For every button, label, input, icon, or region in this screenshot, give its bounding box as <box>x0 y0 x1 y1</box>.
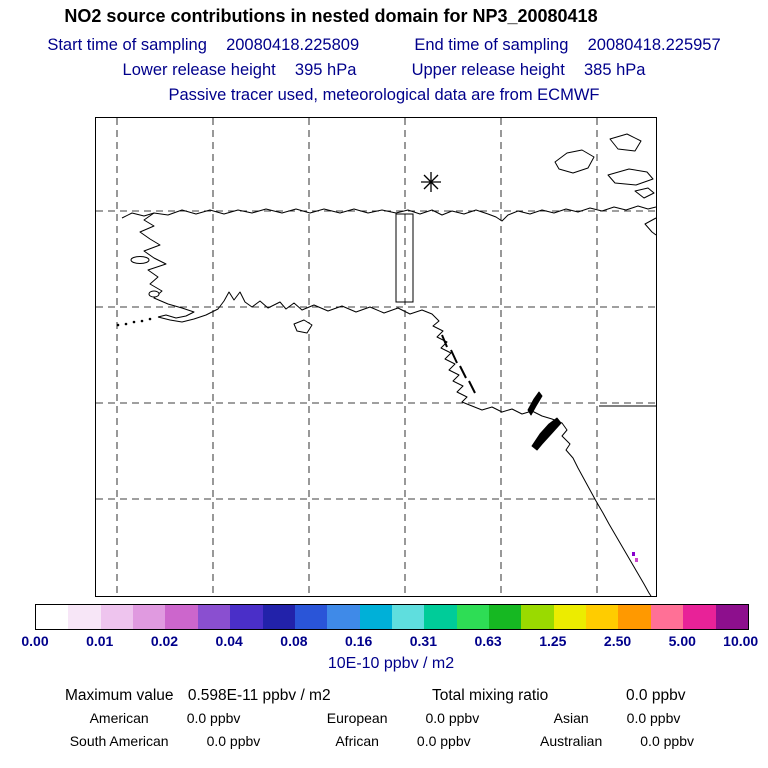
region-label: Asian <box>553 710 589 726</box>
region-label: American <box>89 710 149 726</box>
release-point-marker <box>421 172 441 192</box>
upper-release-label: Upper release height <box>411 61 565 79</box>
southeast-alaska-islands <box>441 334 476 394</box>
colorbar-tick: 0.16 <box>345 633 373 649</box>
region-stat: American 0.0 ppbv <box>40 710 290 726</box>
maximum-value: 0.598E-11 ppbv / m2 <box>187 687 331 704</box>
lower-release-label: Lower release height <box>122 61 276 79</box>
region-value: 0.0 ppbv <box>186 710 241 726</box>
islands <box>116 133 655 451</box>
end-time-label: End time of sampling <box>414 36 569 54</box>
colorbar-segment <box>683 605 716 629</box>
colorbar-tick: 0.02 <box>150 633 179 649</box>
colorbar-segment <box>456 605 490 629</box>
colorbar-segment <box>424 605 457 629</box>
upper-release-value: 385 hPa <box>583 61 646 79</box>
colorbar-tick: 0.04 <box>215 633 243 649</box>
colorbar-segment <box>100 605 134 629</box>
start-time-label: Start time of sampling <box>47 36 207 54</box>
region-stat: Australian 0.0 ppbv <box>492 733 742 749</box>
colorbar-tick: 5.00 <box>668 633 696 649</box>
colorbar-tick: 0.08 <box>280 633 308 649</box>
colorbar-segment <box>36 605 69 629</box>
colorbar-unit: 10E-10 ppbv / m2 <box>327 655 455 672</box>
lower-release-value: 395 hPa <box>294 61 357 79</box>
nunivak-island <box>148 290 160 298</box>
arctic-coast <box>121 205 656 222</box>
region-stat: South American 0.0 ppbv <box>40 733 290 749</box>
region-value: 0.0 ppbv <box>206 733 261 749</box>
west-alaska-coast <box>139 212 195 319</box>
colorbar-tick: 0.31 <box>409 633 437 649</box>
colorbar-tick: 2.50 <box>603 633 632 649</box>
colorbar-segment <box>230 605 263 629</box>
arctic-island <box>634 187 655 199</box>
colorbar-ticks: 0.00 0.01 0.02 0.04 0.08 0.16 0.31 0.63 1.25 2.50… <box>21 633 758 651</box>
colorbar-tick: 0.01 <box>86 633 114 649</box>
start-time-value: 20080418.225809 <box>226 36 360 54</box>
total-mixing-ratio-value: 0.0 ppbv <box>626 687 686 704</box>
region-stats-row: American 0.0 ppbv European 0.0 ppbv Asia… <box>0 710 768 728</box>
map-svg <box>96 118 656 596</box>
colorbar-tick: 1.25 <box>539 633 567 649</box>
concentration-pixels <box>632 552 638 562</box>
release-box <box>395 213 414 303</box>
colorbar-segment <box>327 605 360 629</box>
release-heights-line: Lower release height 395 hPa Upper relea… <box>0 61 768 80</box>
arctic-island <box>607 168 654 186</box>
region-label: South American <box>69 733 169 749</box>
colorbar-tick: 0.63 <box>474 633 502 649</box>
sampling-times-line: Start time of sampling 20080418.225809 E… <box>0 36 768 55</box>
region-stat: African 0.0 ppbv <box>278 733 528 749</box>
colorbar <box>35 604 749 630</box>
figure-title: NO2 source contributions in nested domai… <box>64 6 598 26</box>
coastline <box>121 205 656 596</box>
colorbar-segment <box>715 605 748 629</box>
colorbar-segment <box>197 605 231 629</box>
colorbar-segment <box>521 605 554 629</box>
colorbar-segment <box>650 605 684 629</box>
vancouver-island <box>531 417 562 451</box>
region-stat: European 0.0 ppbv <box>278 710 528 726</box>
region-label: African <box>335 733 379 749</box>
colorbar-segment <box>586 605 619 629</box>
colorbar-segment <box>359 605 392 629</box>
colorbar-tick: 0.00 <box>21 633 49 649</box>
colorbar-segment <box>133 605 166 629</box>
map-panel <box>95 117 657 597</box>
region-label: European <box>326 710 388 726</box>
region-value: 0.0 ppbv <box>640 733 694 749</box>
colorbar-segment <box>553 605 587 629</box>
maximum-value-pair: Maximum value 0.598E-11 ppbv / m2 <box>65 687 331 705</box>
region-value: 0.0 ppbv <box>416 733 471 749</box>
region-value: 0.0 ppbv <box>425 710 480 726</box>
maximum-value-label: Maximum value <box>65 687 174 704</box>
region-label: Australian <box>540 733 603 749</box>
colorbar-segment <box>68 605 101 629</box>
south-alaska-and-west-coast <box>157 291 652 596</box>
colorbar-segment <box>618 605 651 629</box>
aleutian-islands <box>116 317 152 327</box>
right-edge-coast <box>644 217 656 236</box>
arctic-island <box>554 149 595 174</box>
colorbar-segment <box>294 605 328 629</box>
st-lawrence-island <box>130 256 150 264</box>
colorbar-segment <box>391 605 425 629</box>
colorbar-segment <box>489 605 522 629</box>
region-stat: Asian 0.0 ppbv <box>492 710 742 726</box>
tracer-note: Passive tracer used, meteorological data… <box>168 86 600 104</box>
kodiak-island <box>293 319 313 334</box>
haida-gwaii-island <box>527 391 543 416</box>
region-value: 0.0 ppbv <box>626 710 681 726</box>
total-mixing-ratio-label: Total mixing ratio <box>432 687 549 704</box>
colorbar-tick: 10.00 <box>723 633 759 649</box>
colorbar-segment <box>262 605 295 629</box>
region-stats-row: South American 0.0 ppbv African 0.0 ppbv… <box>0 733 768 751</box>
end-time-value: 20080418.225957 <box>587 36 721 54</box>
arctic-island <box>609 133 642 152</box>
colorbar-segment <box>165 605 198 629</box>
grid-lines <box>96 118 656 596</box>
